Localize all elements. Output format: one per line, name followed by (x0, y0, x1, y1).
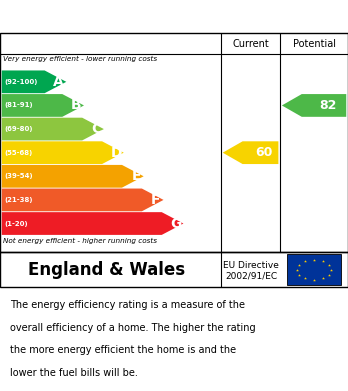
Polygon shape (2, 188, 164, 211)
Polygon shape (2, 212, 183, 235)
Polygon shape (2, 94, 84, 117)
Text: England & Wales: England & Wales (27, 261, 185, 279)
Text: E: E (131, 169, 141, 183)
Text: G: G (170, 217, 182, 231)
Text: C: C (91, 122, 101, 136)
Polygon shape (2, 70, 66, 93)
Polygon shape (282, 94, 346, 117)
Text: The energy efficiency rating is a measure of the: The energy efficiency rating is a measur… (10, 300, 245, 310)
Text: lower the fuel bills will be.: lower the fuel bills will be. (10, 368, 138, 378)
Text: B: B (71, 99, 82, 113)
Text: 82: 82 (319, 99, 336, 112)
Text: overall efficiency of a home. The higher the rating: overall efficiency of a home. The higher… (10, 323, 256, 333)
Text: Not energy efficient - higher running costs: Not energy efficient - higher running co… (3, 238, 158, 244)
Bar (287, 254, 341, 285)
Text: (81-91): (81-91) (5, 102, 33, 108)
Text: (39-54): (39-54) (5, 173, 33, 179)
Text: Very energy efficient - lower running costs: Very energy efficient - lower running co… (3, 56, 158, 62)
Text: 60: 60 (255, 146, 273, 159)
Text: Current: Current (232, 39, 269, 48)
Text: (55-68): (55-68) (5, 150, 33, 156)
Text: (92-100): (92-100) (5, 79, 38, 85)
Polygon shape (2, 118, 104, 140)
Polygon shape (2, 141, 124, 164)
Text: A: A (53, 75, 64, 89)
Text: (69-80): (69-80) (5, 126, 33, 132)
Text: EU Directive: EU Directive (223, 261, 279, 270)
Text: the more energy efficient the home is and the: the more energy efficient the home is an… (10, 345, 237, 355)
Text: D: D (110, 146, 122, 160)
Polygon shape (223, 141, 278, 164)
Text: Potential: Potential (293, 39, 335, 48)
Text: (1-20): (1-20) (5, 221, 28, 226)
Text: F: F (151, 193, 161, 207)
Text: 2002/91/EC: 2002/91/EC (226, 272, 277, 281)
Text: Energy Efficiency Rating: Energy Efficiency Rating (10, 9, 220, 24)
Text: (21-38): (21-38) (5, 197, 33, 203)
Polygon shape (2, 165, 144, 188)
